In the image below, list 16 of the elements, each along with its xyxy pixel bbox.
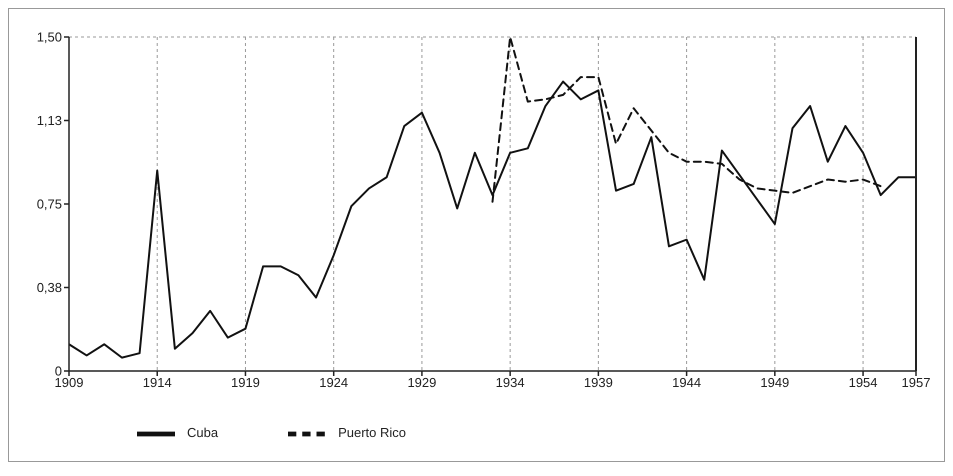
- x-tick-label: 1949: [760, 375, 790, 390]
- y-tick-label: 0,75: [36, 196, 62, 212]
- y-tick-label: 0,38: [36, 280, 62, 296]
- x-tick-label: 1957: [902, 375, 930, 390]
- legend-label: Cuba: [187, 425, 218, 440]
- legend-label: Puerto Rico: [338, 425, 406, 440]
- y-tick-label: 1,50: [36, 30, 62, 45]
- x-tick-label: 1954: [848, 375, 878, 390]
- x-tick-label: 1939: [584, 375, 613, 390]
- x-tick-label: 1944: [672, 375, 702, 390]
- x-tick-label: 1914: [142, 375, 172, 390]
- x-tick-label: 1924: [319, 375, 348, 390]
- x-tick-label: 1919: [230, 375, 260, 390]
- x-tick-label: 1934: [496, 375, 525, 390]
- x-tick-label: 1929: [407, 375, 436, 390]
- y-tick-label: 1,13: [36, 113, 62, 128]
